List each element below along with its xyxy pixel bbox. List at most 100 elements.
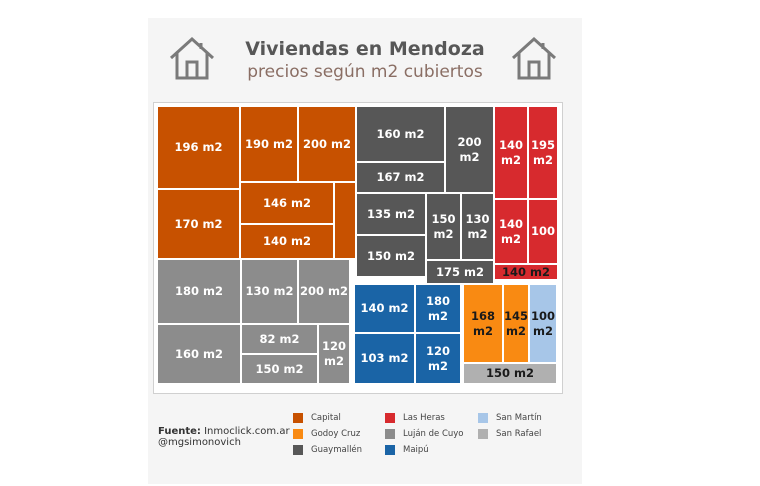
legend-item: Maipú xyxy=(385,445,475,455)
treemap-cell-label: 167 m2 xyxy=(376,170,425,184)
treemap-cell-label: 160 m2 xyxy=(376,126,425,141)
treemap-cell-label: 150 m2 xyxy=(486,366,534,380)
treemap-cell-capital: 200 m2 xyxy=(298,106,356,182)
treemap-cell-label: 140 m2 xyxy=(498,216,523,246)
treemap-cell-label: 170 m2 xyxy=(174,216,223,231)
source-label: Fuente: xyxy=(158,426,201,437)
treemap-cell-label: 130 m2 xyxy=(245,284,294,298)
chart-card: Viviendas en Mendoza precios según m2 cu… xyxy=(148,18,582,484)
legend-swatch xyxy=(385,429,395,439)
legend-item: Capital xyxy=(293,413,383,423)
source-value: Inmoclick.com.ar xyxy=(204,426,290,437)
treemap-cell-las-heras: 140 m2 xyxy=(494,199,528,264)
treemap-cell-guaymallen: 175 m2 xyxy=(426,260,494,284)
treemap-cell-label: 200 m2 xyxy=(303,136,351,151)
legend-swatch xyxy=(478,413,488,423)
treemap-cell-label: 175 m2 xyxy=(436,264,484,279)
treemap-cell-capital: 190 m2 xyxy=(240,106,298,182)
treemap-cell-label: 150 m2 xyxy=(255,361,304,376)
treemap-cell-label: 140 m2 xyxy=(502,264,550,279)
treemap-cell-lujan-de-cuyo: 120 m2 xyxy=(318,324,350,384)
treemap-cell-guaymallen: 135 m2 xyxy=(356,193,426,235)
legend-label: San Rafael xyxy=(496,429,542,439)
treemap-cell-label: 135 m2 xyxy=(367,206,415,221)
treemap-cell-guaymallen: 200 m2 xyxy=(445,106,494,193)
treemap-cell-godoy-cruz: 168 m2 xyxy=(463,284,503,363)
treemap-cell-label: 195 m2 xyxy=(530,137,555,167)
legend-label: Capital xyxy=(311,413,341,423)
treemap-cell-guaymallen: 150 m2 xyxy=(356,235,426,277)
treemap-cell-lujan-de-cuyo: 160 m2 xyxy=(157,324,241,384)
legend-label: Guaymallén xyxy=(311,445,363,455)
treemap-cell-label: 200 m2 xyxy=(300,284,348,298)
treemap-cell-label: 82 m2 xyxy=(259,331,300,346)
legend-item: San Rafael xyxy=(478,429,568,439)
legend-swatch xyxy=(385,445,395,455)
treemap-cell-maipu: 103 m2 xyxy=(354,333,415,384)
author-handle: @mgsimonovich xyxy=(158,437,241,448)
legend-item: San Martín xyxy=(478,413,568,423)
treemap-cell-san-martin: 100 m2 xyxy=(529,284,557,363)
treemap-cell-guaymallen: 167 m2 xyxy=(356,162,445,193)
treemap-cell-label: 180 m2 xyxy=(425,293,450,323)
house-icon xyxy=(511,36,557,80)
treemap-cell-label: 160 m2 xyxy=(175,346,223,361)
legend-item: Guaymallén xyxy=(293,445,383,455)
legend-item: Godoy Cruz xyxy=(293,429,383,439)
treemap-cell-capital: 170 m2 xyxy=(157,189,240,259)
treemap-cell-lujan-de-cuyo: 200 m2 xyxy=(298,259,350,324)
legend-swatch xyxy=(293,445,303,455)
legend-swatch xyxy=(293,429,303,439)
treemap-cell-maipu: 140 m2 xyxy=(354,284,415,333)
treemap-cell-label: 168 m2 xyxy=(470,308,495,338)
legend-swatch xyxy=(478,429,488,439)
treemap-cell-label: 100 m2 xyxy=(530,308,555,338)
treemap-cell-lujan-de-cuyo: 82 m2 xyxy=(241,324,318,354)
legend-label: San Martín xyxy=(496,413,542,423)
treemap-cell-label: 150 m2 xyxy=(431,211,456,241)
treemap-cell-label: 190 m2 xyxy=(245,136,293,151)
house-icon xyxy=(169,36,215,80)
treemap-cell-las-heras: 140 m2 xyxy=(494,106,528,199)
treemap-cell-label: 140 m2 xyxy=(360,301,409,315)
treemap-cell-las-heras: 100 xyxy=(528,199,558,264)
treemap-cell-capital: 140 m2 xyxy=(240,224,334,259)
chart-title: Viviendas en Mendoza xyxy=(245,38,485,60)
treemap-cell-label: 140 m2 xyxy=(263,234,311,248)
treemap-cell-lujan-de-cuyo: 150 m2 xyxy=(241,354,318,384)
treemap-cell-maipu: 180 m2 xyxy=(415,284,461,333)
treemap-cell-label: 120 m2 xyxy=(321,339,346,368)
treemap-cell-label: 180 m2 xyxy=(175,284,223,298)
treemap-cell-label: 103 m2 xyxy=(360,351,409,365)
chart-subtitle: precios según m2 cubiertos xyxy=(247,62,483,82)
treemap-cell-lujan-de-cuyo: 130 m2 xyxy=(241,259,298,324)
treemap-cell-guaymallen: 130 m2 xyxy=(461,193,494,260)
treemap-cell-maipu: 120 m2 xyxy=(415,333,461,384)
treemap-cell-san-rafael: 150 m2 xyxy=(463,363,557,384)
legend-label: Luján de Cuyo xyxy=(403,429,464,439)
treemap-cell-label: 120 m2 xyxy=(425,343,450,373)
treemap-cell-capital: 196 m2 xyxy=(157,106,240,189)
treemap-cell-label: 200 m2 xyxy=(457,134,482,164)
legend-label: Las Heras xyxy=(403,413,445,423)
treemap-cell-guaymallen: 160 m2 xyxy=(356,106,445,162)
treemap-cell-capital xyxy=(334,182,356,259)
treemap-cell-label: 150 m2 xyxy=(367,248,415,263)
treemap-cell-guaymallen: 150 m2 xyxy=(426,193,461,260)
legend-swatch xyxy=(385,413,395,423)
treemap-cell-label: 100 xyxy=(530,224,555,238)
treemap-cell-label: 140 m2 xyxy=(498,137,523,167)
treemap-cell-label: 196 m2 xyxy=(174,140,223,154)
treemap-cell-label: 145 m2 xyxy=(504,308,529,338)
legend-item: Luján de Cuyo xyxy=(385,429,475,439)
treemap-plot: 196 m2 190 m2 200 m2 170 m2 146 m2 140 m2 160 … xyxy=(153,102,563,394)
treemap-cell-godoy-cruz: 145 m2 xyxy=(503,284,529,363)
treemap-cell-capital: 146 m2 xyxy=(240,182,334,224)
legend-label: Godoy Cruz xyxy=(311,429,361,439)
source-note: Fuente: Inmoclick.com.ar @mgsimonovich xyxy=(158,426,290,448)
legend-swatch xyxy=(293,413,303,423)
legend-label: Maipú xyxy=(403,445,429,455)
treemap-cell-las-heras: 195 m2 xyxy=(528,106,558,199)
legend-item: Las Heras xyxy=(385,413,475,423)
treemap-cell-las-heras: 140 m2 xyxy=(494,264,558,280)
